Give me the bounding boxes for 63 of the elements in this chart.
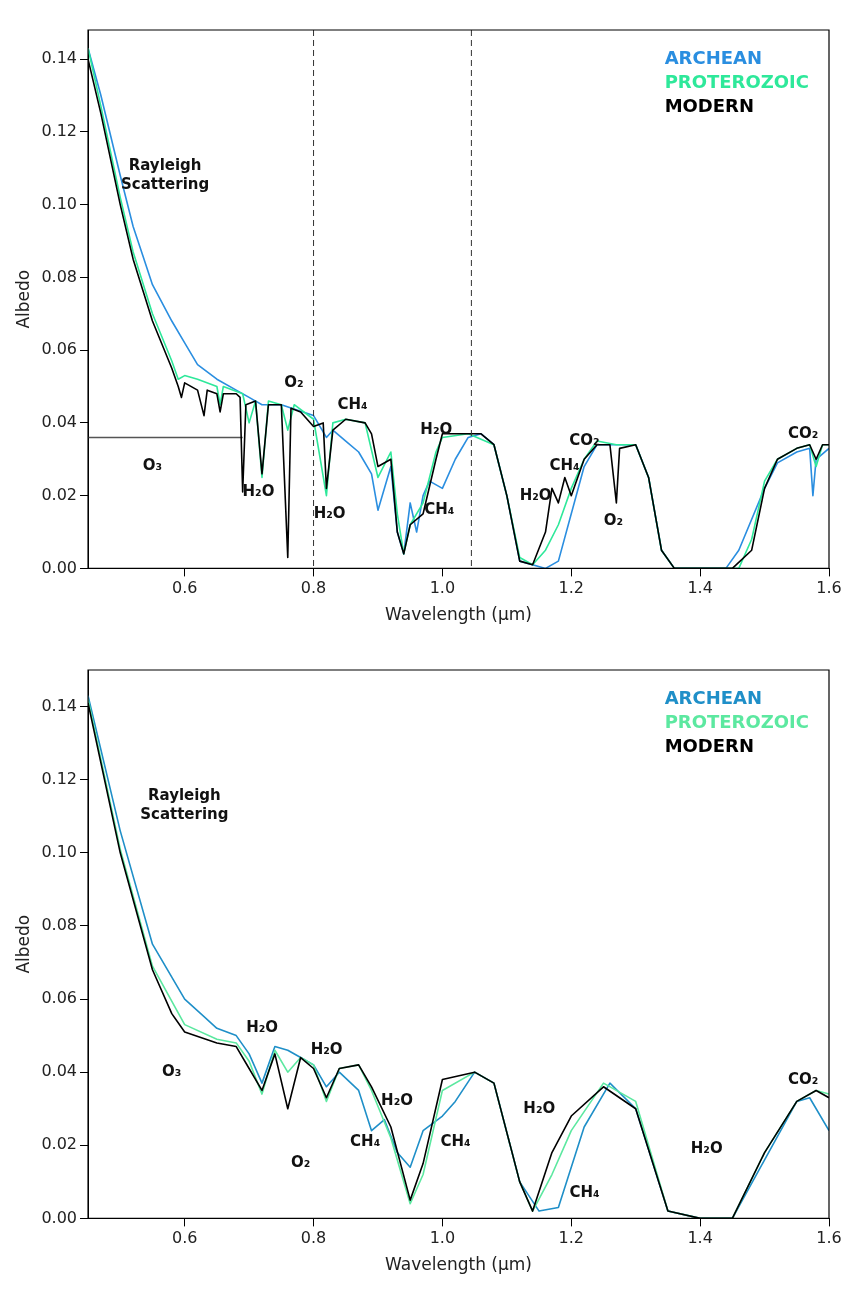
y-tick-label: 0.14 [41,48,78,68]
x-tick-label: 1.4 [687,1228,713,1248]
x-tick-label: 1.6 [816,578,842,598]
y-tick-label: 0.08 [41,915,78,935]
x-tick-label: 0.6 [171,1228,198,1248]
y-axis-title: Albedo [12,269,33,329]
y-tick-label: 0.00 [41,1207,78,1227]
y-tick-label: 0.06 [41,988,78,1008]
text: MODERN [664,734,755,756]
annotation: Rayleigh Scattering [120,155,210,193]
y-axis-title: Albedo [12,914,33,974]
x-axis-title: Wavelength (μm) [385,604,532,625]
y-tick-label: 0.12 [41,768,78,788]
annotation: CH₄ [549,455,580,474]
text: ARCHEAN [664,46,763,68]
annotation: H₂O [523,1098,556,1117]
y-tick-label: 0.10 [41,841,78,861]
text: ARCHEAN [664,686,763,708]
annotation: CO₂ [787,1069,819,1088]
annotation: CH₄ [440,1131,471,1150]
x-tick-label: 1.0 [429,578,456,598]
x-tick-label: 1.4 [687,578,713,598]
annotation: H₂O [519,485,552,504]
y-tick-label: 0.04 [41,1061,78,1081]
annotation: H₂O [690,1138,723,1157]
y-tick-label: 0.06 [41,339,78,359]
text: PROTEROZOIC [664,710,810,732]
annotation: Rayleigh Scattering [140,785,229,823]
text: MODERN [664,94,755,116]
annotation: H₂O [420,419,453,438]
annotation: CH₄ [350,1131,381,1150]
y-tick-label: 0.12 [41,121,78,141]
y-tick-label: 0.14 [41,695,78,715]
x-axis-title: Wavelength (μm) [385,1254,532,1275]
x-tick-label: 1.2 [558,578,584,598]
annotation: CH₄ [337,394,368,413]
annotation: O₃ [162,1061,182,1080]
annotation: CO₂ [787,423,819,442]
annotation: H₂O [313,503,346,522]
annotation: O₂ [603,510,624,529]
x-tick-label: 1.6 [816,1228,842,1248]
x-tick-label: 0.8 [300,578,327,598]
annotation: O₃ [142,455,163,474]
x-tick-label: 0.8 [300,1228,327,1248]
y-tick-label: 0.10 [41,193,78,213]
annotation: H₂O [242,481,275,500]
annotation: CO₂ [569,431,600,450]
annotation: CH₄ [424,500,455,519]
y-tick-label: 0.04 [41,412,78,432]
y-tick-label: 0.08 [41,266,78,286]
x-tick-label: 0.6 [171,578,198,598]
annotation: O₂ [284,372,304,391]
annotation: H₂O [246,1018,279,1036]
y-tick-label: 0.02 [41,484,78,504]
annotation: CH₄ [569,1182,600,1201]
annotation: H₂O [310,1039,343,1058]
text: PROTEROZOIC [664,70,810,92]
y-tick-label: 0.00 [41,557,78,577]
x-tick-label: 1.2 [558,1228,584,1248]
y-tick-label: 0.02 [41,1134,78,1154]
x-tick-label: 1.0 [429,1228,456,1248]
annotation: O₂ [291,1153,311,1172]
annotation: H₂O [381,1091,413,1110]
